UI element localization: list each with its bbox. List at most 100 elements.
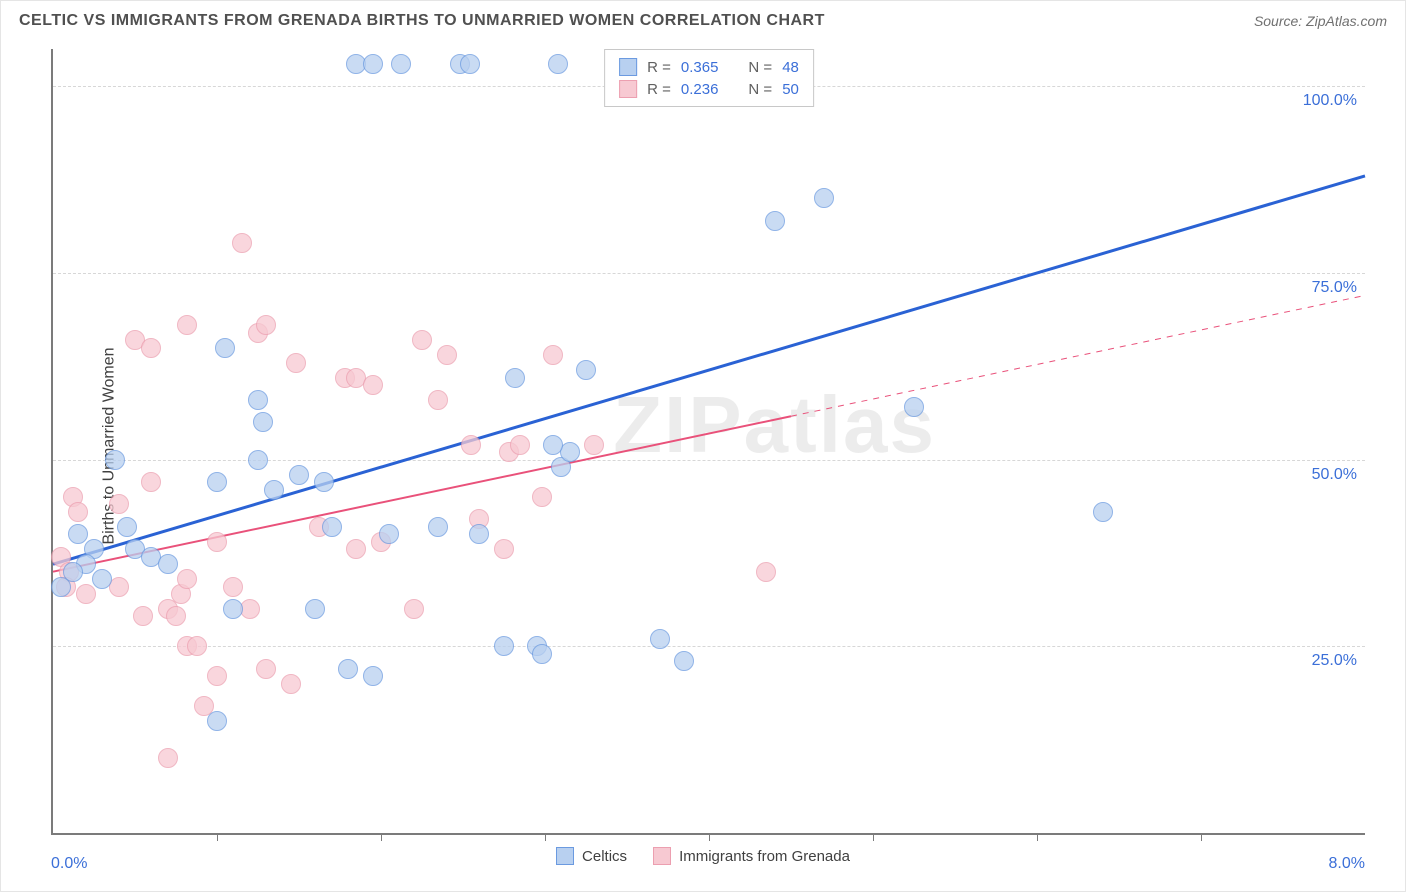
point-grenada bbox=[510, 435, 530, 455]
point-celtics bbox=[105, 450, 125, 470]
point-grenada bbox=[428, 390, 448, 410]
trend-lines bbox=[53, 49, 1365, 833]
point-celtics bbox=[305, 599, 325, 619]
x-tick bbox=[873, 833, 874, 841]
point-grenada bbox=[543, 345, 563, 365]
point-celtics bbox=[650, 629, 670, 649]
point-grenada bbox=[187, 636, 207, 656]
legend-swatch bbox=[619, 80, 637, 98]
n-value: 48 bbox=[782, 59, 799, 76]
point-grenada bbox=[68, 502, 88, 522]
point-celtics bbox=[68, 524, 88, 544]
point-celtics bbox=[207, 472, 227, 492]
point-grenada bbox=[223, 577, 243, 597]
point-grenada bbox=[494, 539, 514, 559]
point-celtics bbox=[117, 517, 137, 537]
n-value: 50 bbox=[782, 81, 799, 98]
point-grenada bbox=[412, 330, 432, 350]
point-celtics bbox=[469, 524, 489, 544]
x-tick bbox=[1037, 833, 1038, 841]
x-tick bbox=[709, 833, 710, 841]
point-grenada bbox=[141, 472, 161, 492]
point-celtics bbox=[215, 338, 235, 358]
n-label: N = bbox=[748, 81, 772, 98]
point-grenada bbox=[109, 494, 129, 514]
point-celtics bbox=[363, 666, 383, 686]
point-celtics bbox=[92, 569, 112, 589]
title-bar: CELTIC VS IMMIGRANTS FROM GRENADA BIRTHS… bbox=[1, 1, 1405, 41]
r-label: R = bbox=[647, 59, 671, 76]
point-celtics bbox=[391, 54, 411, 74]
point-grenada bbox=[437, 345, 457, 365]
chart-title: CELTIC VS IMMIGRANTS FROM GRENADA BIRTHS… bbox=[19, 12, 825, 30]
point-grenada bbox=[177, 315, 197, 335]
point-celtics bbox=[576, 360, 596, 380]
point-celtics bbox=[814, 188, 834, 208]
point-celtics bbox=[494, 636, 514, 656]
point-grenada bbox=[256, 315, 276, 335]
point-celtics bbox=[338, 659, 358, 679]
point-celtics bbox=[248, 450, 268, 470]
point-grenada bbox=[76, 584, 96, 604]
point-grenada bbox=[281, 674, 301, 694]
point-celtics bbox=[207, 711, 227, 731]
point-grenada bbox=[286, 353, 306, 373]
point-celtics bbox=[543, 435, 563, 455]
point-grenada bbox=[346, 539, 366, 559]
point-grenada bbox=[166, 606, 186, 626]
legend-label: Celtics bbox=[582, 848, 627, 865]
point-celtics bbox=[548, 54, 568, 74]
point-grenada bbox=[158, 748, 178, 768]
point-grenada bbox=[256, 659, 276, 679]
point-grenada bbox=[133, 606, 153, 626]
point-celtics bbox=[223, 599, 243, 619]
point-grenada bbox=[363, 375, 383, 395]
point-grenada bbox=[177, 569, 197, 589]
legend-item: Celtics bbox=[556, 847, 627, 865]
legend-swatch bbox=[556, 847, 574, 865]
legend-row: R = 0.365 N = 48 bbox=[619, 56, 799, 78]
chart-container: CELTIC VS IMMIGRANTS FROM GRENADA BIRTHS… bbox=[0, 0, 1406, 892]
plot-area: ZIPatlas R =0.365N =48R =0.236N =50 25.0… bbox=[51, 49, 1365, 835]
point-grenada bbox=[584, 435, 604, 455]
x-tick bbox=[217, 833, 218, 841]
point-celtics bbox=[765, 211, 785, 231]
trend-line bbox=[791, 295, 1365, 416]
x-tick bbox=[545, 833, 546, 841]
point-grenada bbox=[141, 338, 161, 358]
point-grenada bbox=[207, 532, 227, 552]
x-tick bbox=[1201, 833, 1202, 841]
point-celtics bbox=[505, 368, 525, 388]
point-grenada bbox=[404, 599, 424, 619]
r-label: R = bbox=[647, 81, 671, 98]
point-celtics bbox=[51, 577, 71, 597]
legend-swatch bbox=[653, 847, 671, 865]
point-celtics bbox=[264, 480, 284, 500]
point-celtics bbox=[289, 465, 309, 485]
x-tick bbox=[381, 833, 382, 841]
point-grenada bbox=[207, 666, 227, 686]
source-label: Source: ZipAtlas.com bbox=[1254, 13, 1387, 29]
legend-row: R =0.236N =50 bbox=[619, 78, 799, 100]
point-celtics bbox=[322, 517, 342, 537]
correlation-legend: R =0.365N =48R =0.236N =50 bbox=[604, 49, 814, 107]
point-celtics bbox=[904, 397, 924, 417]
point-grenada bbox=[232, 233, 252, 253]
legend-label: Immigrants from Grenada bbox=[679, 848, 850, 865]
point-celtics bbox=[363, 54, 383, 74]
trend-line bbox=[53, 416, 791, 571]
n-label: N = bbox=[748, 59, 772, 76]
point-grenada bbox=[461, 435, 481, 455]
point-celtics bbox=[248, 390, 268, 410]
r-value: 0.365 bbox=[681, 59, 719, 76]
trend-line bbox=[53, 176, 1365, 564]
point-grenada bbox=[756, 562, 776, 582]
legend-swatch bbox=[619, 58, 637, 76]
point-celtics bbox=[1093, 502, 1113, 522]
point-celtics bbox=[428, 517, 448, 537]
point-celtics bbox=[674, 651, 694, 671]
point-celtics bbox=[314, 472, 334, 492]
point-celtics bbox=[253, 412, 273, 432]
point-celtics bbox=[460, 54, 480, 74]
legend-item: Immigrants from Grenada bbox=[653, 847, 850, 865]
